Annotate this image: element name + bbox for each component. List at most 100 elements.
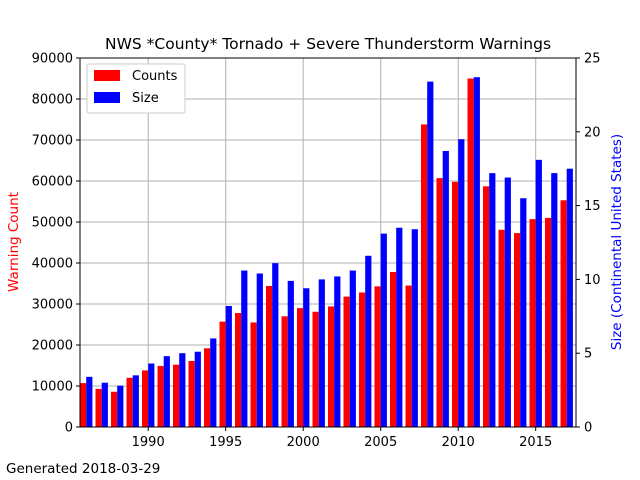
y-left-tick-label: 90000: [32, 52, 73, 67]
bar-counts-1989: [126, 377, 133, 427]
bar-size-2003: [349, 270, 356, 427]
bar-size-2013: [504, 177, 511, 427]
bar-counts-1993: [188, 360, 195, 427]
bar-size-2009: [442, 150, 449, 427]
bar-counts-1994: [204, 348, 211, 427]
x-tick-label: 2000: [287, 435, 320, 450]
plot-frame: [79, 57, 577, 428]
bar-counts-2003: [343, 296, 350, 427]
bar-counts-2007: [405, 285, 412, 427]
bar-counts-2000: [297, 308, 304, 427]
bar-size-2005: [380, 233, 387, 427]
bars: [80, 77, 573, 428]
y-right-tick-label: 15: [584, 199, 601, 214]
bar-counts-2010: [452, 181, 459, 427]
ticks: 0100002000030000400005000060000700008000…: [32, 52, 601, 451]
x-tick-label: 1990: [132, 435, 165, 450]
bar-size-1988: [117, 385, 124, 427]
bar-size-1992: [179, 353, 186, 427]
bar-size-2011: [473, 77, 480, 428]
bar-counts-1996: [235, 313, 242, 427]
y-axis-right-label: Size (Continental United States): [609, 134, 625, 350]
legend: Counts Size: [86, 63, 186, 114]
y-right-tick-label: 5: [584, 347, 592, 362]
bar-counts-2008: [421, 124, 428, 428]
y-left-tick-label: 40000: [32, 257, 73, 272]
x-tick-label: 2015: [519, 435, 552, 450]
bar-counts-2017: [560, 200, 567, 427]
bar-size-2006: [396, 227, 403, 427]
x-tick-label: 1995: [209, 435, 242, 450]
y-left-tick-label: 50000: [32, 216, 73, 231]
bar-counts-2013: [498, 229, 505, 427]
bar-size-1998: [272, 263, 279, 427]
bar-size-1990: [148, 363, 155, 427]
y-right-tick-label: 10: [584, 273, 601, 288]
bar-counts-1997: [250, 322, 257, 427]
bar-size-1993: [194, 351, 201, 427]
y-right-tick-label: 25: [584, 52, 601, 67]
bar-counts-2015: [529, 219, 536, 427]
bar-counts-1999: [281, 316, 288, 427]
bar-size-2007: [411, 229, 418, 427]
bar-size-1999: [287, 280, 294, 427]
y-left-tick-label: 80000: [32, 93, 73, 108]
y-left-tick-label: 70000: [32, 134, 73, 149]
bar-size-2017: [566, 168, 573, 427]
bar-counts-2012: [483, 186, 490, 427]
bar-counts-2004: [359, 292, 366, 427]
bar-size-1989: [132, 375, 139, 427]
bar-size-1995: [225, 305, 232, 427]
bar-counts-1995: [219, 321, 226, 427]
y-left-tick-label: 60000: [32, 175, 73, 190]
bar-size-2000: [303, 288, 310, 427]
bar-size-1991: [163, 356, 170, 427]
bar-size-2008: [427, 81, 434, 427]
bar-counts-2011: [467, 78, 474, 427]
bar-counts-1998: [266, 285, 273, 427]
chart-title: NWS *County* Tornado + Severe Thundersto…: [105, 35, 551, 53]
bar-counts-1988: [111, 391, 118, 427]
bar-counts-2016: [545, 217, 552, 427]
bar-counts-1987: [95, 388, 102, 427]
bar-size-2002: [334, 276, 341, 427]
legend-label-size: Size: [132, 91, 159, 106]
bar-counts-2001: [312, 311, 319, 427]
bar-size-1986: [86, 376, 93, 427]
bar-counts-2006: [390, 272, 397, 427]
y-left-tick-label: 10000: [32, 380, 73, 395]
y-left-tick-label: 0: [65, 421, 73, 436]
bar-counts-2002: [328, 306, 335, 427]
bar-size-2004: [365, 255, 372, 427]
bar-size-1997: [256, 273, 263, 427]
bar-size-1994: [210, 338, 217, 427]
bar-size-2001: [318, 279, 325, 427]
bar-size-2012: [489, 173, 496, 427]
bar-counts-2005: [374, 286, 381, 427]
axes-frame: [79, 57, 577, 428]
y-right-tick-label: 20: [584, 125, 601, 140]
bar-size-2014: [520, 198, 527, 427]
x-tick-label: 2005: [364, 435, 397, 450]
bar-counts-2014: [514, 233, 521, 427]
bar-counts-1991: [157, 365, 164, 427]
y-right-tick-label: 0: [584, 421, 592, 436]
bar-size-1996: [241, 270, 248, 427]
legend-swatch-size: [94, 92, 120, 103]
generated-date: Generated 2018-03-29: [6, 461, 161, 477]
bar-size-2016: [551, 173, 558, 427]
x-tick-label: 2010: [442, 435, 475, 450]
y-left-tick-label: 20000: [32, 339, 73, 354]
bar-size-2010: [458, 139, 465, 427]
bar-counts-1986: [80, 383, 87, 427]
legend-swatch-counts: [94, 70, 120, 81]
bar-counts-1990: [142, 370, 149, 427]
bar-size-2015: [535, 159, 542, 427]
y-left-tick-label: 30000: [32, 298, 73, 313]
bar-counts-2009: [436, 178, 443, 427]
legend-label-counts: Counts: [132, 69, 178, 84]
y-axis-left-label: Warning Count: [6, 192, 22, 292]
bar-counts-1992: [173, 364, 180, 427]
bar-size-1987: [101, 382, 108, 427]
